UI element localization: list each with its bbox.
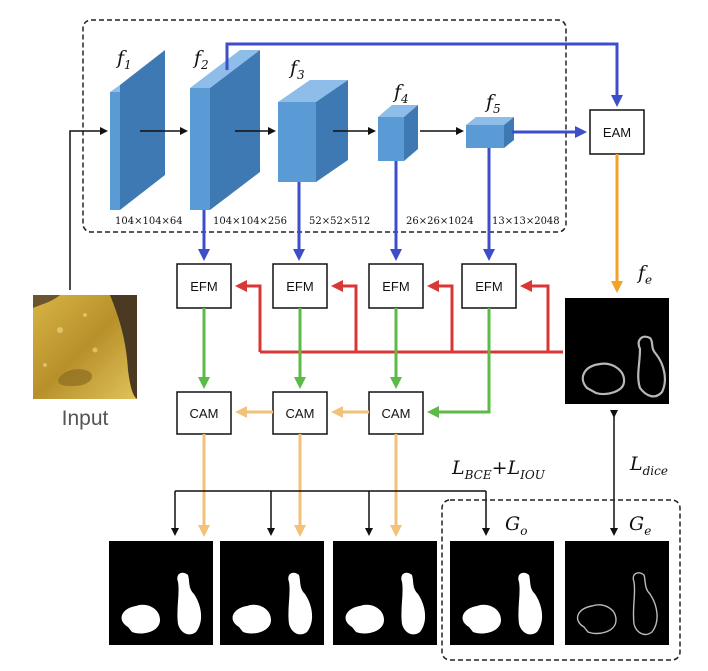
efm-box-3 [368, 263, 424, 309]
cam-box-3 [368, 391, 424, 435]
efm-label-4: EFM [475, 279, 502, 294]
loss-bce-iou-label: LBCE+LIOU [451, 457, 546, 482]
efm-label-3: EFM [382, 279, 409, 294]
input-label: Input [62, 407, 109, 430]
dims-f1: 104×104×64 [115, 216, 183, 227]
go-label: Go [505, 513, 527, 538]
edge-feature-map [565, 298, 669, 404]
efm-label-2: EFM [286, 279, 313, 294]
feature-label-f1: f1 [115, 47, 132, 72]
supervision-bracket [171, 490, 490, 536]
ground-truth-container [441, 499, 681, 661]
eam-label: EAM [603, 125, 631, 140]
arrow-input-backbone [69, 127, 108, 290]
prediction-map-2 [220, 541, 324, 645]
red-edge-distribution [235, 280, 563, 354]
input-image [33, 295, 137, 399]
cam-label-2: CAM [286, 406, 315, 421]
eam-box [589, 109, 645, 155]
feature-label-f5: f5 [484, 91, 501, 116]
cam-box-2 [272, 391, 328, 435]
dims-f3: 52×52×512 [309, 216, 370, 227]
efm-label-1: EFM [190, 279, 217, 294]
dims-f5: 13×13×2048 [492, 216, 560, 227]
prediction-map-3 [333, 541, 437, 645]
feature-label-f4: f4 [392, 81, 409, 106]
feature-block-f3 [278, 80, 348, 182]
feature-label-f2: f2 [192, 47, 209, 72]
loss-dice-label: Ldice [629, 453, 668, 478]
arrow-f2-eam [225, 42, 623, 107]
cam-label-3: CAM [382, 406, 411, 421]
ge-label: Ge [629, 513, 651, 538]
feature-label-f3: f3 [288, 57, 305, 82]
ground-truth-object-map [450, 541, 554, 645]
fe-label: fe [636, 262, 652, 287]
feature-block-f1 [110, 50, 165, 210]
backbone-container [82, 19, 567, 233]
feature-block-f2 [190, 50, 260, 210]
cam-label-1: CAM [190, 406, 219, 421]
ground-truth-edge-map [565, 541, 669, 645]
feature-block-f4 [378, 105, 418, 161]
feature-block-f5 [466, 117, 514, 148]
efm-box-4 [461, 263, 517, 309]
prediction-map-1 [109, 541, 213, 645]
dims-f2: 104×104×256 [213, 216, 287, 227]
efm-box-2 [272, 263, 328, 309]
dims-f4: 26×26×1024 [406, 216, 474, 227]
arrow-efm4-cam3 [427, 308, 491, 418]
